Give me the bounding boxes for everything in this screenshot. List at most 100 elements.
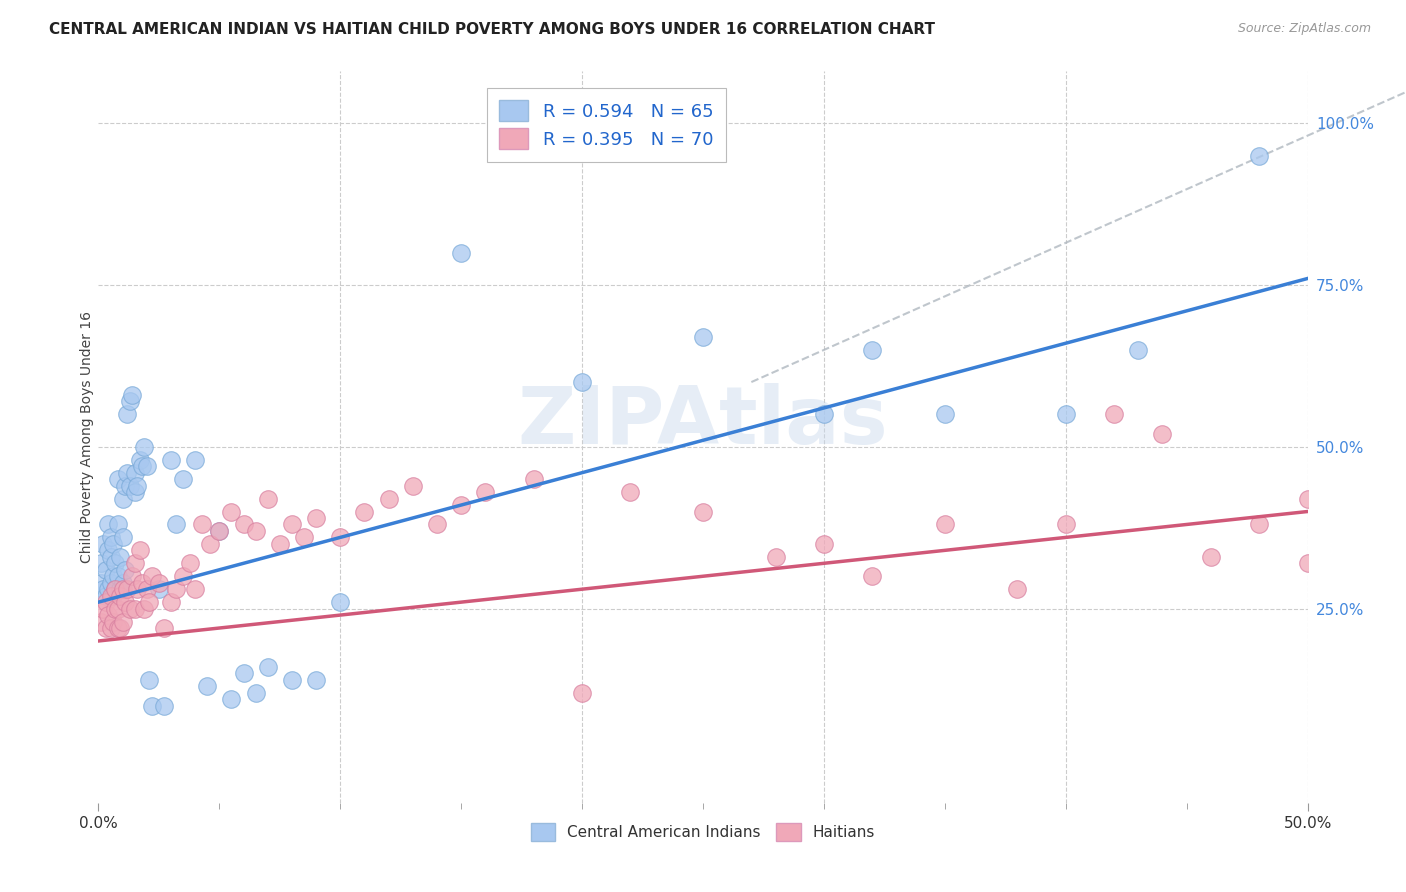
Point <box>94 595 117 609</box>
Point <box>765 549 787 564</box>
Point <box>134 601 156 615</box>
Point <box>1054 517 1077 532</box>
Point <box>208 524 231 538</box>
Point <box>114 563 136 577</box>
Point <box>281 517 304 532</box>
Point <box>165 582 187 597</box>
Point <box>141 569 163 583</box>
Point <box>256 660 278 674</box>
Y-axis label: Child Poverty Among Boys Under 16: Child Poverty Among Boys Under 16 <box>80 311 94 563</box>
Point <box>94 589 117 603</box>
Point <box>97 608 120 623</box>
Point <box>281 673 304 687</box>
Point <box>138 595 160 609</box>
Point <box>117 466 139 480</box>
Point <box>232 666 254 681</box>
Point <box>111 530 134 544</box>
Point <box>1102 408 1125 422</box>
Point <box>1199 549 1222 564</box>
Point <box>107 517 129 532</box>
Point <box>1249 517 1271 532</box>
Point <box>245 686 267 700</box>
Point <box>104 557 127 571</box>
Point <box>523 472 546 486</box>
Point <box>118 394 141 409</box>
Point <box>104 601 127 615</box>
Point <box>450 245 472 260</box>
Text: CENTRAL AMERICAN INDIAN VS HAITIAN CHILD POVERTY AMONG BOYS UNDER 16 CORRELATION: CENTRAL AMERICAN INDIAN VS HAITIAN CHILD… <box>49 22 935 37</box>
Point <box>426 517 449 532</box>
Point <box>100 589 122 603</box>
Point <box>305 511 328 525</box>
Point <box>124 557 146 571</box>
Point <box>152 698 174 713</box>
Point <box>305 673 328 687</box>
Point <box>329 595 352 609</box>
Point <box>269 537 291 551</box>
Point <box>101 589 124 603</box>
Point <box>353 504 375 518</box>
Point <box>107 621 129 635</box>
Point <box>121 569 143 583</box>
Point <box>118 478 141 492</box>
Point <box>474 485 496 500</box>
Point <box>91 601 114 615</box>
Point <box>232 517 254 532</box>
Point <box>860 569 883 583</box>
Point <box>107 569 129 583</box>
Point <box>117 408 139 422</box>
Point <box>117 582 139 597</box>
Point <box>208 524 231 538</box>
Point <box>571 375 593 389</box>
Point <box>94 621 117 635</box>
Point <box>191 517 214 532</box>
Point <box>91 537 114 551</box>
Point <box>1054 408 1077 422</box>
Point <box>195 679 218 693</box>
Point <box>619 485 641 500</box>
Point <box>172 569 194 583</box>
Point <box>934 408 956 422</box>
Point <box>160 595 183 609</box>
Point <box>131 575 153 590</box>
Point <box>90 557 112 571</box>
Point <box>124 485 146 500</box>
Point <box>1249 148 1271 162</box>
Point <box>135 459 157 474</box>
Point <box>1128 343 1150 357</box>
Point <box>118 601 141 615</box>
Point <box>813 408 835 422</box>
Point <box>121 388 143 402</box>
Point <box>148 582 170 597</box>
Point <box>135 582 157 597</box>
Point <box>256 491 278 506</box>
Point <box>148 575 170 590</box>
Point <box>571 686 593 700</box>
Legend: Central American Indians, Haitians: Central American Indians, Haitians <box>522 814 884 850</box>
Point <box>221 692 243 706</box>
Point <box>108 582 131 597</box>
Point <box>90 575 112 590</box>
Point <box>108 621 131 635</box>
Point <box>91 582 114 597</box>
Point <box>127 582 149 597</box>
Point <box>107 601 129 615</box>
Point <box>114 595 136 609</box>
Point <box>100 575 122 590</box>
Point <box>692 330 714 344</box>
Point <box>141 698 163 713</box>
Point <box>934 517 956 532</box>
Point <box>134 440 156 454</box>
Point <box>101 537 124 551</box>
Point <box>111 575 134 590</box>
Point <box>107 472 129 486</box>
Point <box>100 549 122 564</box>
Point <box>101 615 124 629</box>
Point <box>111 491 134 506</box>
Point <box>104 582 127 597</box>
Point <box>94 563 117 577</box>
Point <box>90 615 112 629</box>
Point <box>101 569 124 583</box>
Point <box>124 601 146 615</box>
Point <box>1007 582 1029 597</box>
